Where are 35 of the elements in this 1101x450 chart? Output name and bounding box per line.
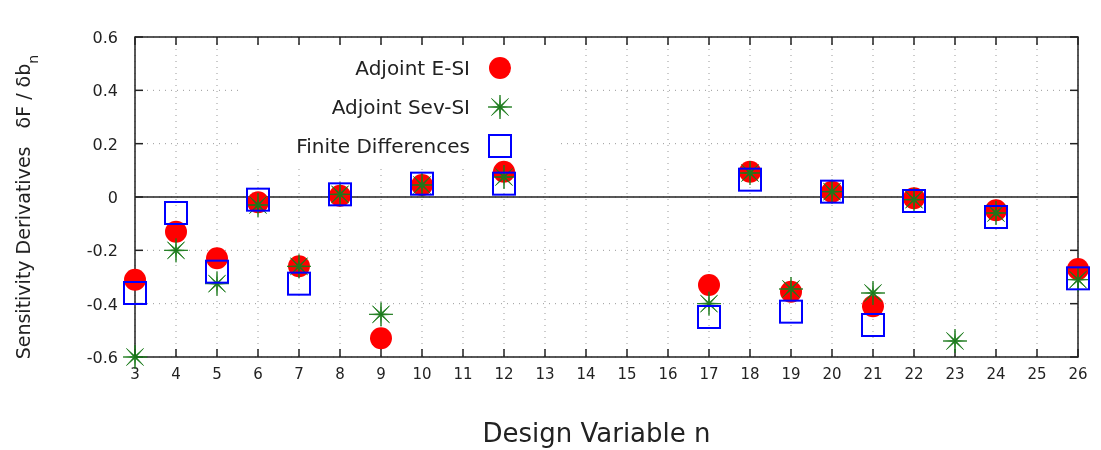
x-tick-label: 11 xyxy=(453,365,473,383)
y-tick-label: -0.2 xyxy=(86,241,118,261)
x-tick-label: 23 xyxy=(945,365,965,383)
x-tick-label: 7 xyxy=(294,365,304,383)
x-tick-label: 21 xyxy=(863,365,883,383)
x-tick-label: 25 xyxy=(1027,365,1047,383)
y-tick-label: 0 xyxy=(107,188,118,207)
x-tick-label: 4 xyxy=(171,365,181,383)
x-tick-label: 8 xyxy=(335,365,345,383)
y-tick-label: -0.6 xyxy=(86,348,118,367)
legend-label: Adjoint Sev-SI xyxy=(331,95,470,119)
x-tick-label: 20 xyxy=(822,365,842,383)
x-tick-label: 3 xyxy=(130,365,140,383)
x-tick-label: 18 xyxy=(740,365,760,383)
x-tick-label: 6 xyxy=(253,365,263,383)
x-tick-label: 17 xyxy=(699,365,719,383)
legend-label: Adjoint E-SI xyxy=(355,56,470,80)
x-tick-label: 16 xyxy=(658,365,678,383)
x-tick-label: 13 xyxy=(535,365,555,383)
x-tick-label: 5 xyxy=(212,365,222,383)
x-tick-label: 12 xyxy=(494,365,514,383)
x-tick-label: 14 xyxy=(576,365,596,383)
y-tick-label: 0.4 xyxy=(92,81,118,101)
legend-label: Finite Differences xyxy=(296,134,470,158)
x-tick-label: 19 xyxy=(781,365,801,383)
x-axis-title: Design Variable n xyxy=(482,418,711,448)
x-tick-label: 9 xyxy=(376,365,386,383)
x-tick-label: 26 xyxy=(1068,365,1088,383)
y-tick-label: 0.2 xyxy=(92,134,118,154)
y-tick-label: 0.6 xyxy=(92,28,118,47)
x-tick-label: 22 xyxy=(904,365,924,383)
y-tick-label: -0.4 xyxy=(86,294,118,314)
x-tick-label: 24 xyxy=(986,365,1006,383)
x-tick-label: 10 xyxy=(412,365,432,383)
x-tick-label: 15 xyxy=(617,365,637,383)
